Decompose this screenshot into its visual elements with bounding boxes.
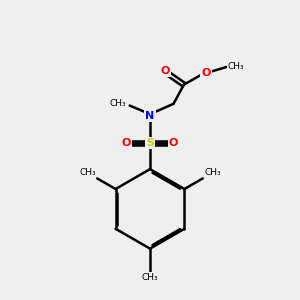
Text: CH₃: CH₃ — [228, 62, 244, 71]
Text: CH₃: CH₃ — [204, 168, 221, 177]
Text: O: O — [160, 66, 169, 76]
Text: O: O — [201, 68, 211, 78]
Text: O: O — [169, 138, 178, 148]
Text: CH₃: CH₃ — [110, 99, 126, 108]
Text: O: O — [122, 138, 131, 148]
Text: N: N — [146, 111, 154, 121]
Text: CH₃: CH₃ — [142, 273, 158, 282]
Text: S: S — [146, 138, 154, 148]
Text: CH₃: CH₃ — [79, 168, 96, 177]
